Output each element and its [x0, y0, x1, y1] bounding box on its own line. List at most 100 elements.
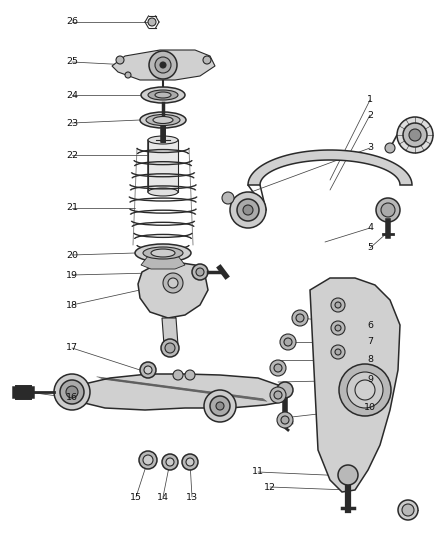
Circle shape	[381, 203, 395, 217]
Text: 12: 12	[264, 482, 276, 491]
Circle shape	[210, 396, 230, 416]
Circle shape	[277, 412, 293, 428]
Text: 14: 14	[157, 492, 169, 502]
Ellipse shape	[148, 188, 178, 196]
Circle shape	[203, 56, 211, 64]
Circle shape	[216, 402, 224, 410]
Text: 4: 4	[367, 223, 373, 232]
Circle shape	[403, 123, 427, 147]
Circle shape	[125, 72, 131, 78]
Circle shape	[237, 199, 259, 221]
Circle shape	[292, 310, 308, 326]
Circle shape	[280, 334, 296, 350]
Circle shape	[143, 455, 153, 465]
Circle shape	[331, 345, 345, 359]
Text: 20: 20	[66, 251, 78, 260]
Polygon shape	[141, 256, 185, 269]
Polygon shape	[248, 150, 412, 185]
Ellipse shape	[153, 117, 173, 124]
Circle shape	[182, 454, 198, 470]
Circle shape	[335, 349, 341, 355]
Ellipse shape	[146, 115, 180, 125]
Circle shape	[140, 362, 156, 378]
Text: 9: 9	[367, 376, 373, 384]
Circle shape	[284, 338, 292, 346]
Circle shape	[347, 372, 383, 408]
Polygon shape	[310, 278, 400, 492]
Circle shape	[54, 374, 90, 410]
Text: 16: 16	[66, 393, 78, 402]
Circle shape	[166, 458, 174, 466]
Text: 24: 24	[66, 91, 78, 100]
Text: 19: 19	[66, 271, 78, 279]
Text: 15: 15	[130, 492, 142, 502]
Circle shape	[338, 465, 358, 485]
Polygon shape	[55, 374, 290, 410]
Text: 17: 17	[66, 343, 78, 352]
Circle shape	[409, 129, 421, 141]
Circle shape	[277, 382, 293, 398]
Circle shape	[155, 57, 171, 73]
Ellipse shape	[135, 244, 191, 262]
Ellipse shape	[140, 112, 186, 128]
Text: 18: 18	[66, 301, 78, 310]
Text: 8: 8	[367, 356, 373, 365]
Circle shape	[398, 500, 418, 520]
Circle shape	[185, 370, 195, 380]
Circle shape	[274, 391, 282, 399]
Text: 26: 26	[66, 18, 78, 27]
Circle shape	[162, 454, 178, 470]
Circle shape	[274, 364, 282, 372]
Circle shape	[335, 302, 341, 308]
Polygon shape	[138, 262, 208, 318]
Circle shape	[331, 321, 345, 335]
Circle shape	[355, 380, 375, 400]
Circle shape	[402, 504, 414, 516]
Text: 1: 1	[367, 95, 373, 104]
Circle shape	[149, 51, 177, 79]
Ellipse shape	[141, 87, 185, 103]
Circle shape	[192, 264, 208, 280]
Circle shape	[230, 192, 266, 228]
Circle shape	[173, 370, 183, 380]
Circle shape	[165, 343, 175, 353]
Polygon shape	[162, 318, 178, 345]
Polygon shape	[112, 50, 215, 80]
Text: 10: 10	[364, 403, 376, 413]
Polygon shape	[148, 140, 178, 192]
Circle shape	[163, 273, 183, 293]
Circle shape	[204, 390, 236, 422]
Circle shape	[116, 56, 124, 64]
Circle shape	[339, 364, 391, 416]
Circle shape	[376, 198, 400, 222]
Circle shape	[385, 143, 395, 153]
Text: 23: 23	[66, 118, 78, 127]
Text: 22: 22	[66, 150, 78, 159]
Circle shape	[281, 416, 289, 424]
Ellipse shape	[148, 90, 178, 100]
Circle shape	[270, 360, 286, 376]
Circle shape	[161, 339, 179, 357]
Text: 13: 13	[186, 492, 198, 502]
Circle shape	[186, 458, 194, 466]
Text: 7: 7	[367, 337, 373, 346]
Circle shape	[296, 314, 304, 322]
Text: 2: 2	[367, 110, 373, 119]
Circle shape	[397, 117, 433, 153]
Text: 21: 21	[66, 204, 78, 213]
Circle shape	[60, 380, 84, 404]
Text: 11: 11	[252, 467, 264, 477]
Ellipse shape	[148, 136, 178, 144]
Circle shape	[196, 268, 204, 276]
Circle shape	[270, 387, 286, 403]
Ellipse shape	[151, 249, 175, 257]
Text: 5: 5	[367, 244, 373, 253]
Ellipse shape	[155, 92, 171, 98]
Circle shape	[148, 18, 156, 26]
Circle shape	[160, 62, 166, 68]
Text: 3: 3	[367, 143, 373, 152]
Circle shape	[144, 366, 152, 374]
Circle shape	[335, 325, 341, 331]
Circle shape	[222, 192, 234, 204]
Circle shape	[66, 386, 78, 398]
